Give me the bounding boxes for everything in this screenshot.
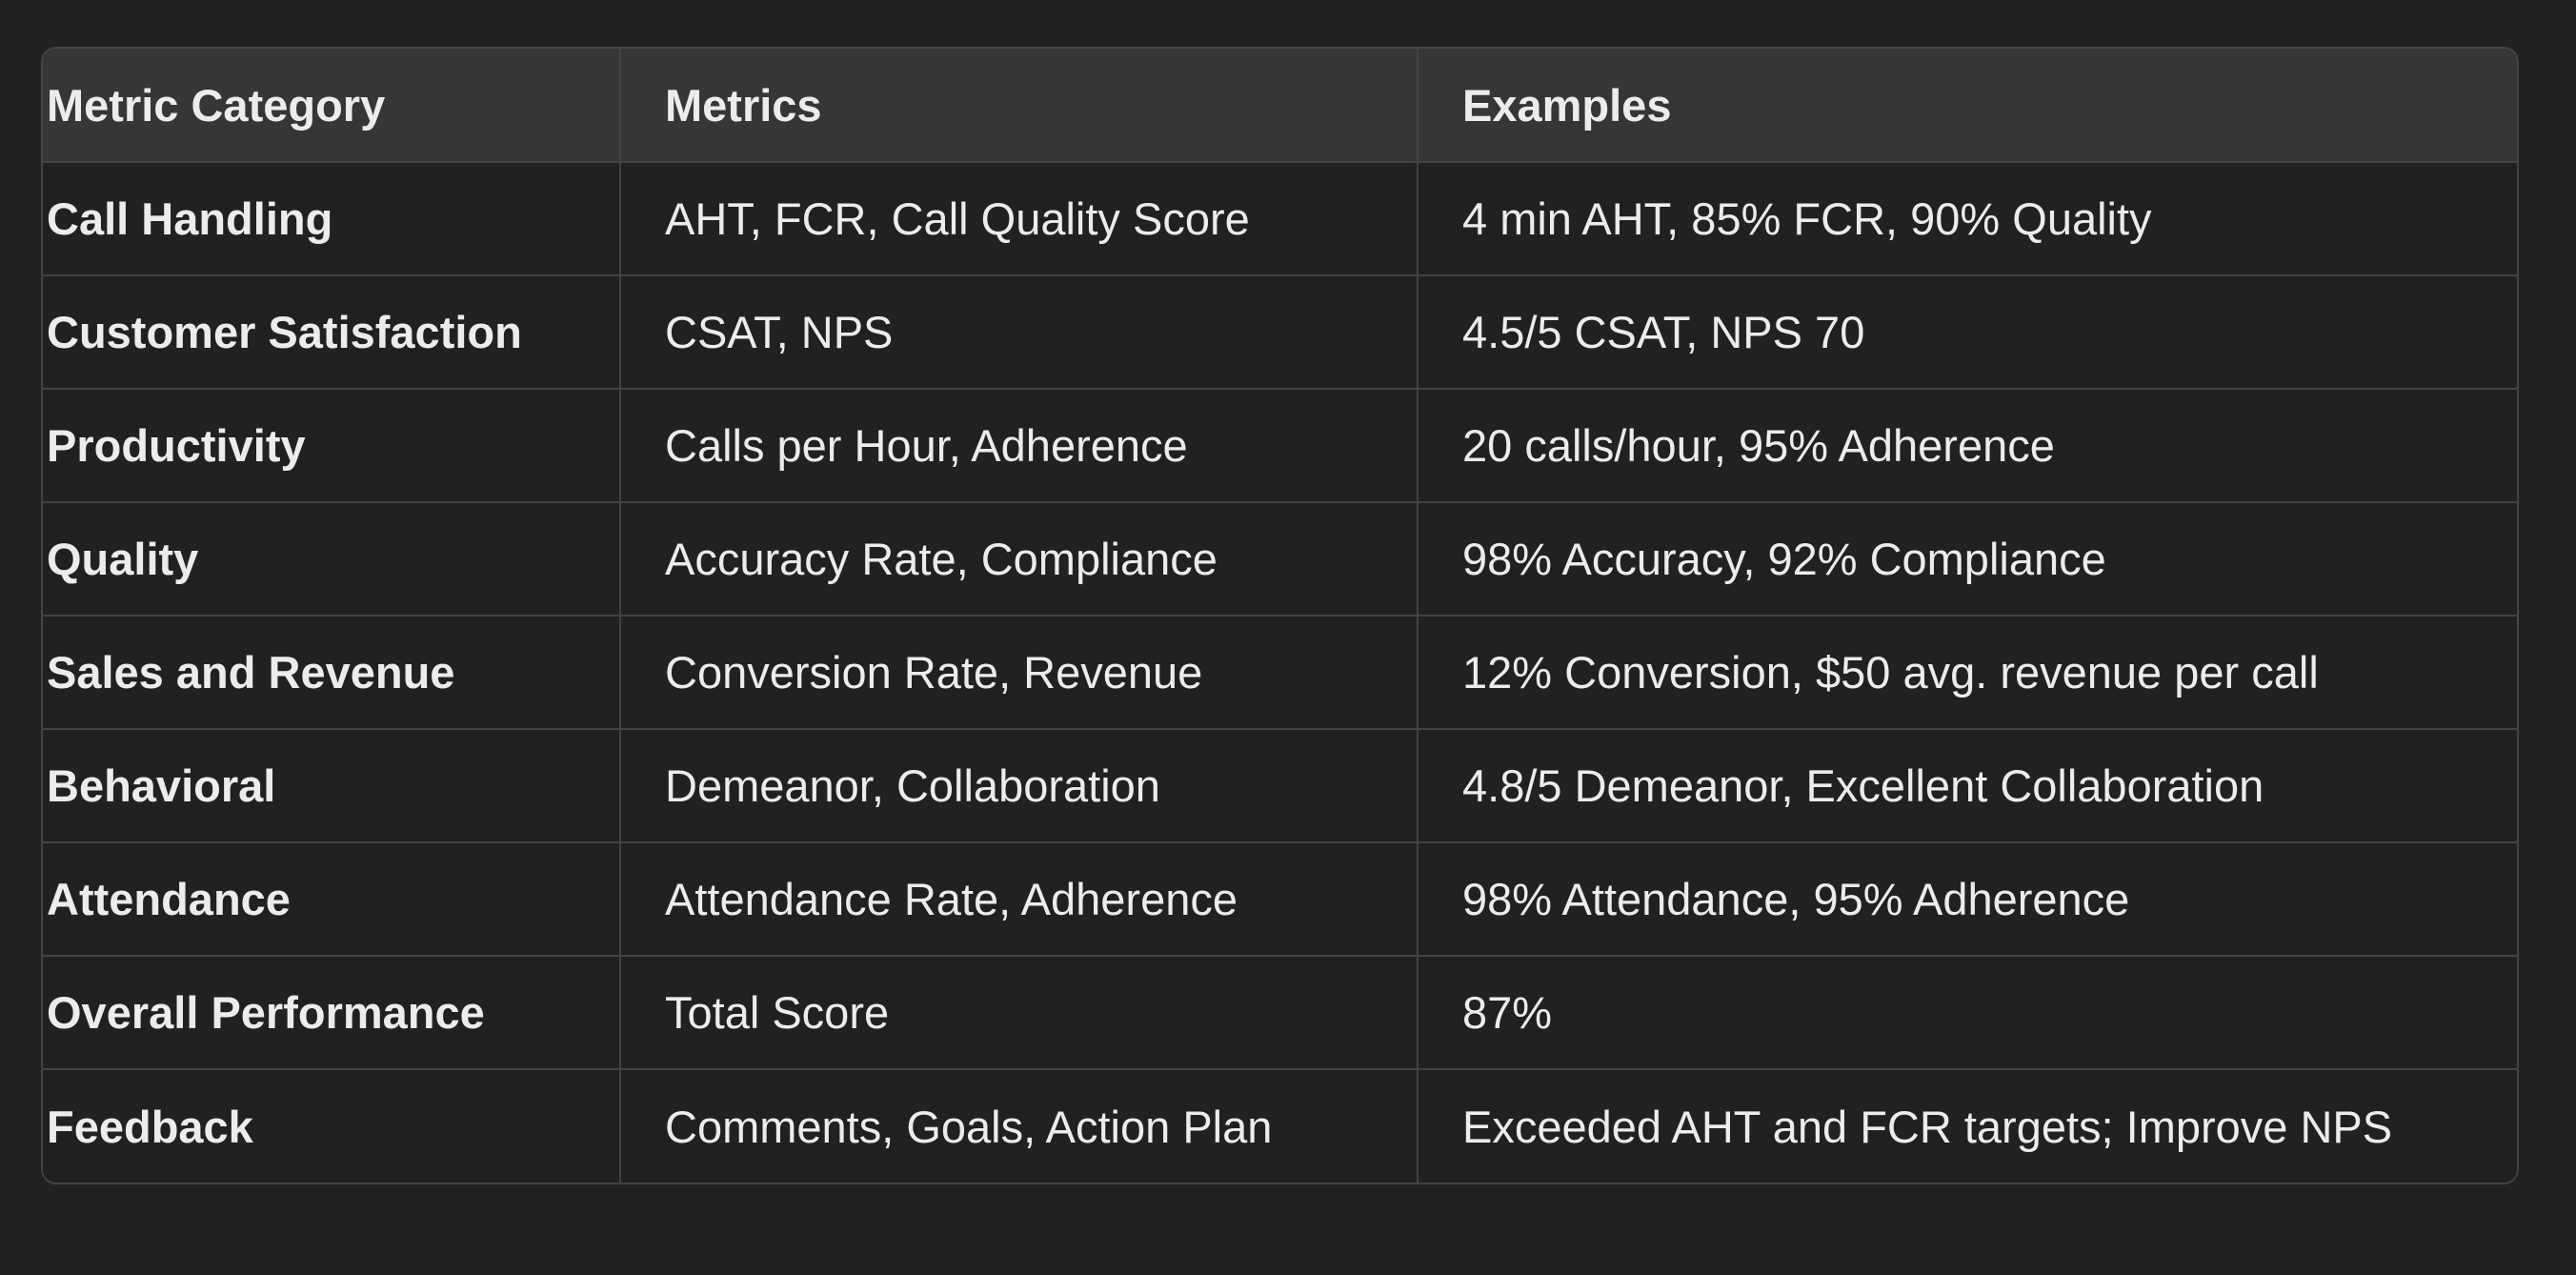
category-cell: Sales and Revenue [43, 616, 620, 730]
metrics-cell: Accuracy Rate, Compliance [619, 502, 1418, 617]
table-row: Quality Accuracy Rate, Compliance 98% Ac… [43, 502, 2517, 617]
examples-cell: 4.8/5 Demeanor, Excellent Collaboration [1417, 729, 2517, 843]
examples-cell: 4.5/5 CSAT, NPS 70 [1417, 275, 2517, 390]
metrics-cell: Calls per Hour, Adherence [619, 389, 1418, 503]
metrics-cell: Comments, Goals, Action Plan [619, 1069, 1418, 1183]
metrics-table-container: Metric Category Metrics Examples Call Ha… [41, 47, 2519, 1184]
category-cell: Feedback [43, 1069, 620, 1183]
header-examples: Examples [1417, 49, 2517, 163]
category-cell: Attendance [43, 842, 620, 957]
table-row: Customer Satisfaction CSAT, NPS 4.5/5 CS… [43, 275, 2517, 390]
table-row: Attendance Attendance Rate, Adherence 98… [43, 842, 2517, 957]
metrics-cell: Attendance Rate, Adherence [619, 842, 1418, 957]
metrics-cell: CSAT, NPS [619, 275, 1418, 390]
header-metric-category: Metric Category [43, 49, 620, 163]
table-header-row: Metric Category Metrics Examples [43, 49, 2517, 163]
category-cell: Call Handling [43, 162, 620, 276]
examples-cell: 12% Conversion, $50 avg. revenue per cal… [1417, 616, 2517, 730]
examples-cell: Exceeded AHT and FCR targets; Improve NP… [1417, 1069, 2517, 1183]
metrics-cell: Total Score [619, 956, 1418, 1070]
table-row: Productivity Calls per Hour, Adherence 2… [43, 389, 2517, 503]
table-row: Feedback Comments, Goals, Action Plan Ex… [43, 1069, 2517, 1183]
table-row: Call Handling AHT, FCR, Call Quality Sco… [43, 162, 2517, 276]
category-cell: Quality [43, 502, 620, 617]
examples-cell: 98% Attendance, 95% Adherence [1417, 842, 2517, 957]
examples-cell: 87% [1417, 956, 2517, 1070]
table-row: Sales and Revenue Conversion Rate, Reven… [43, 616, 2517, 730]
category-cell: Productivity [43, 389, 620, 503]
category-cell: Customer Satisfaction [43, 275, 620, 390]
metrics-table: Metric Category Metrics Examples Call Ha… [43, 49, 2517, 1183]
examples-cell: 4 min AHT, 85% FCR, 90% Quality [1417, 162, 2517, 276]
category-cell: Overall Performance [43, 956, 620, 1070]
examples-cell: 20 calls/hour, 95% Adherence [1417, 389, 2517, 503]
metrics-cell: Conversion Rate, Revenue [619, 616, 1418, 730]
metrics-cell: AHT, FCR, Call Quality Score [619, 162, 1418, 276]
metrics-cell: Demeanor, Collaboration [619, 729, 1418, 843]
header-metrics: Metrics [619, 49, 1418, 163]
table-row: Overall Performance Total Score 87% [43, 956, 2517, 1070]
examples-cell: 98% Accuracy, 92% Compliance [1417, 502, 2517, 617]
table-row: Behavioral Demeanor, Collaboration 4.8/5… [43, 729, 2517, 843]
category-cell: Behavioral [43, 729, 620, 843]
